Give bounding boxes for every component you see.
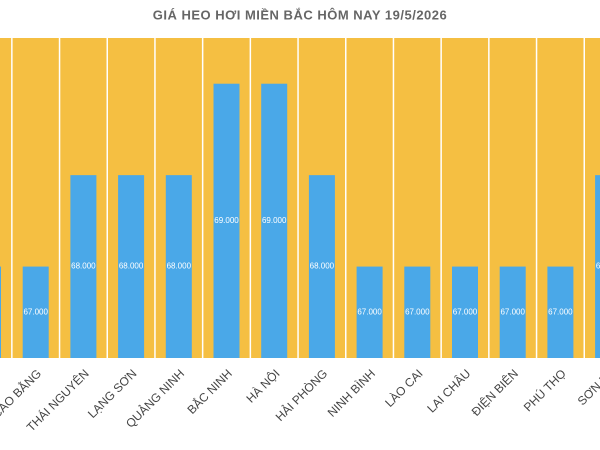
value-label: 68.000 (71, 262, 96, 271)
value-label: 68.000 (310, 262, 335, 271)
bar (595, 175, 600, 358)
value-label: 67.000 (405, 307, 430, 316)
value-label: 68.000 (167, 262, 192, 271)
chart-title: GIÁ HEO HƠI MIỀN BẮC HÔM NAY 19/5/2026 (153, 7, 448, 22)
value-label: 69.000 (262, 216, 287, 225)
bar (499, 266, 526, 358)
value-label: 67.000 (453, 307, 478, 316)
value-label: 68.000 (596, 262, 600, 271)
x-tick-label: PHÚ THỌ (520, 366, 569, 415)
x-tick-label: LAI CHÂU (424, 366, 474, 416)
value-label: 67.000 (500, 307, 525, 316)
x-tick-label: ĐIỆN BIÊN (468, 366, 521, 419)
value-label: 69.000 (214, 216, 239, 225)
value-label: 67.000 (23, 307, 48, 316)
x-tick-label: BẮC NINH (184, 366, 235, 417)
bar (0, 266, 1, 358)
bar (165, 175, 192, 358)
bar (118, 175, 145, 358)
bar (22, 266, 49, 358)
bar (547, 266, 574, 358)
value-label: 68.000 (119, 262, 144, 271)
value-label: 67.000 (357, 307, 382, 316)
bar (261, 83, 288, 358)
x-tick-label: NINH BÌNH (324, 366, 378, 420)
x-tick-label: SƠN LA (575, 366, 600, 408)
bar (308, 175, 335, 358)
value-label: 67.000 (548, 307, 573, 316)
bar (452, 266, 478, 358)
x-tick-label: HÀ NỘI (243, 366, 283, 406)
bar (356, 266, 383, 358)
x-tick-label: LÀO CAI (382, 366, 426, 410)
bar (404, 266, 431, 358)
x-tick-label: HẢI PHÒNG (272, 366, 330, 424)
bar (70, 175, 97, 358)
bar (213, 83, 240, 358)
